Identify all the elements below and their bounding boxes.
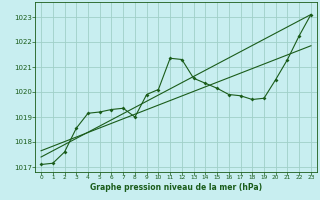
X-axis label: Graphe pression niveau de la mer (hPa): Graphe pression niveau de la mer (hPa) (90, 183, 262, 192)
